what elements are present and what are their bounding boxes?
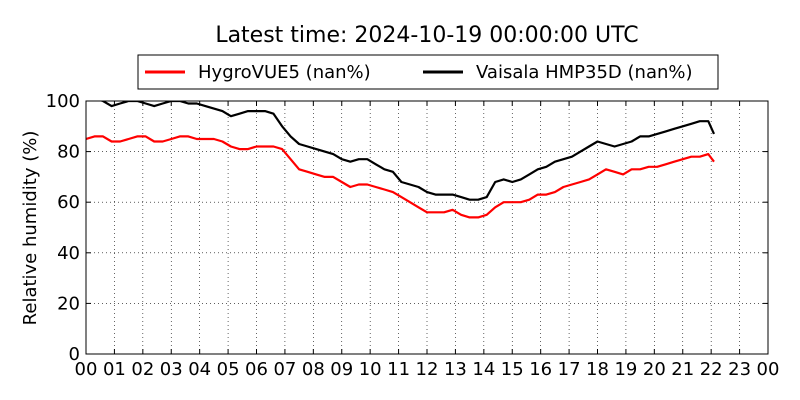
legend-label-vaisala: Vaisala HMP35D (nan%) (476, 62, 693, 83)
x-tick-label: 16 (529, 359, 552, 380)
plot-area (86, 101, 716, 219)
x-tick-label: 23 (728, 359, 751, 380)
x-tick-label: 01 (103, 359, 126, 380)
x-tick-label: 00 (75, 359, 98, 380)
x-tick-label: 20 (643, 359, 666, 380)
x-tick-label: 17 (558, 359, 581, 380)
x-tick-label: 10 (359, 359, 382, 380)
x-tick-label: 11 (387, 359, 410, 380)
x-tick-label: 06 (245, 359, 268, 380)
y-tick-label: 40 (57, 243, 80, 264)
plot-frame (85, 100, 769, 355)
x-tick-label: 13 (444, 359, 467, 380)
y-tick-label: 60 (57, 192, 80, 213)
chart-title: Latest time: 2024-10-19 00:00:00 UTC (215, 23, 638, 48)
legend: HygroVUE5 (nan%) Vaisala HMP35D (nan%) (137, 54, 719, 90)
x-tick-label: 04 (188, 359, 211, 380)
x-tick-label: 15 (501, 359, 524, 380)
series-line-hygrovue5 (86, 135, 715, 219)
y-tick-label: 20 (57, 293, 80, 314)
x-tick-label: 08 (302, 359, 325, 380)
y-axis: 0 20 40 60 80 100 (46, 91, 768, 365)
x-tick-label: 18 (586, 359, 609, 380)
x-tick-label: 09 (330, 359, 353, 380)
x-tick-label: 03 (160, 359, 183, 380)
y-tick-label: 0 (69, 344, 80, 365)
x-tick-label: 14 (472, 359, 495, 380)
series-line-vaisala (99, 101, 716, 201)
x-tick-label: 02 (131, 359, 154, 380)
x-tick-label: 19 (614, 359, 637, 380)
x-axis: 00 01 02 03 04 05 06 07 08 09 10 11 12 13 14 15 16 17 18 19… (75, 101, 780, 380)
x-tick-label: 12 (416, 359, 439, 380)
y-tick-label: 100 (46, 91, 80, 112)
x-tick-label: 05 (217, 359, 240, 380)
x-tick-label: 07 (273, 359, 296, 380)
x-tick-label: 21 (671, 359, 694, 380)
x-tick-label: 22 (700, 359, 723, 380)
x-tick-label: 00 (757, 359, 780, 380)
grid (86, 101, 768, 354)
y-tick-label: 80 (57, 142, 80, 163)
legend-label-hygrovue5: HygroVUE5 (nan%) (198, 62, 371, 83)
y-axis-label: Relative humidity (%) (20, 131, 41, 326)
